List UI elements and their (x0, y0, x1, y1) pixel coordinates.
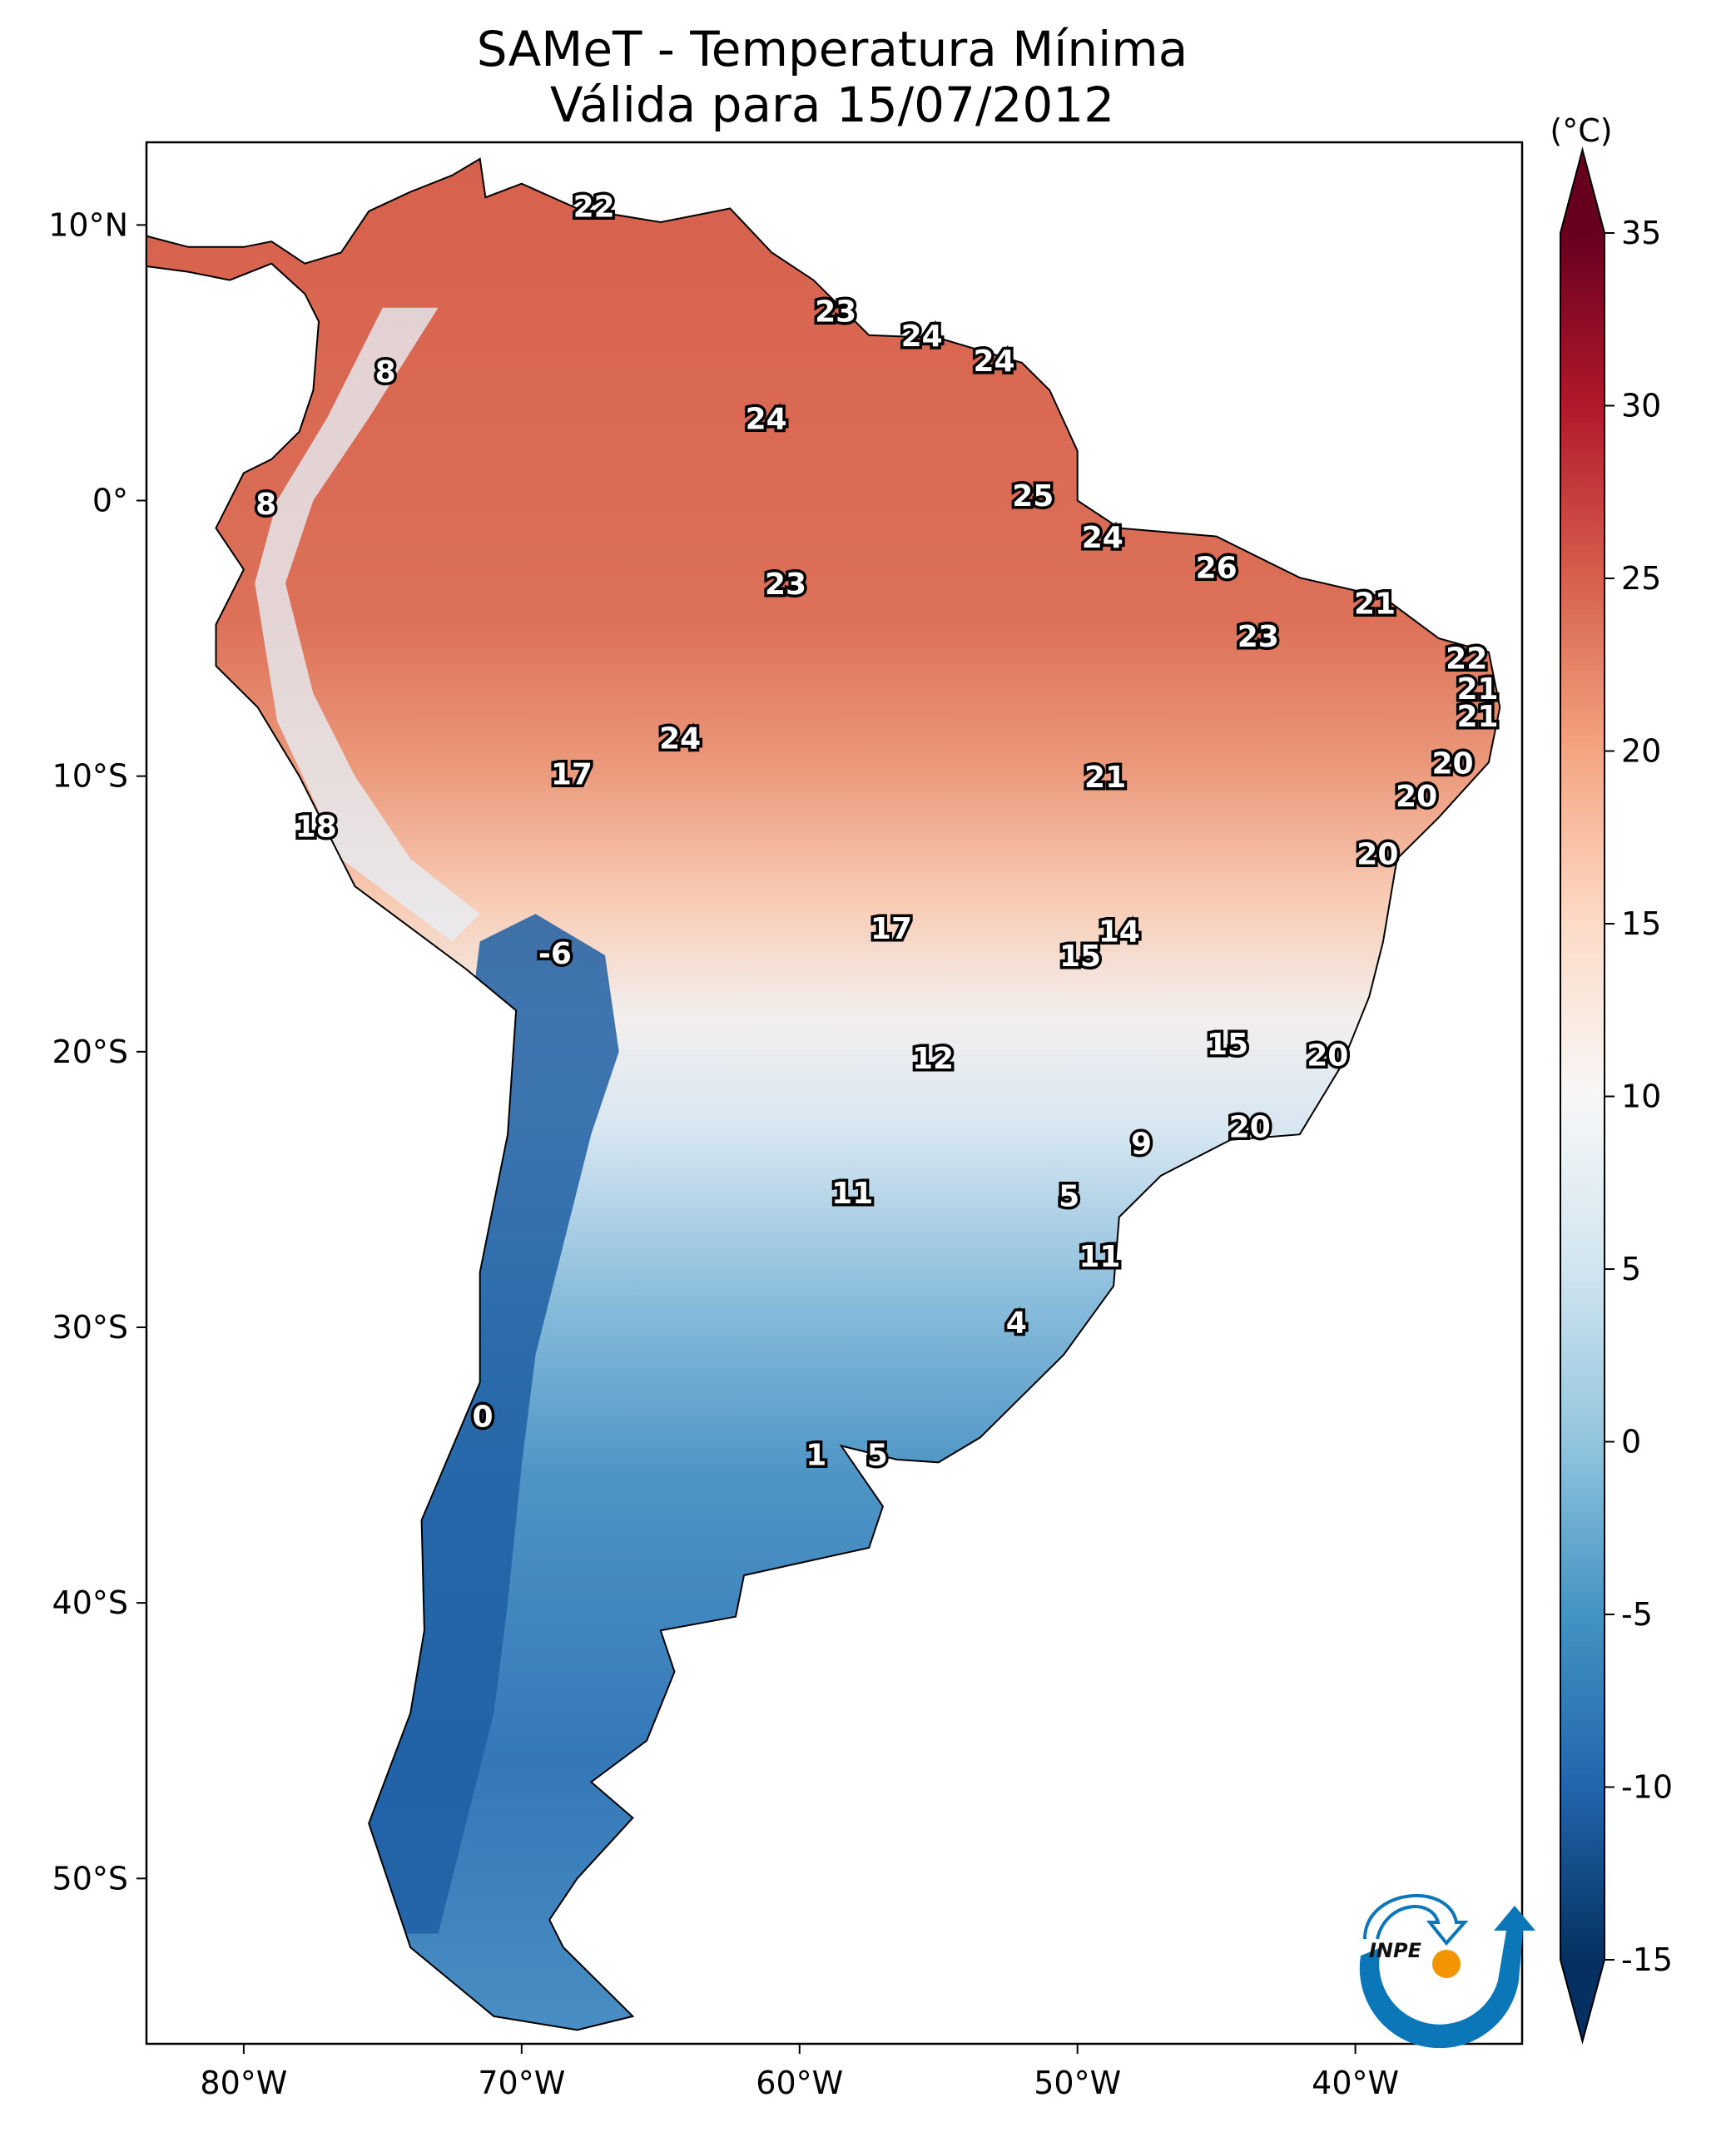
lon-tick-label: 80°W (200, 2065, 287, 2101)
temperature-label: 21 (1457, 672, 1499, 707)
colorbar-tick-label: 35 (1621, 215, 1661, 251)
temperature-label: 20 (1431, 746, 1473, 781)
temperature-label: 14 (1099, 915, 1140, 949)
temperature-label: 24 (746, 402, 787, 436)
temperature-label: 18 (295, 811, 337, 845)
inpe-logo: INPE (1359, 1894, 1535, 2049)
temperature-label: 1 (806, 1439, 826, 1473)
temperature-label: 23 (1238, 620, 1279, 654)
temperature-label: 17 (551, 758, 593, 792)
lat-tick-label: 50°S (52, 1860, 128, 1897)
temperature-label: 24 (1082, 521, 1123, 555)
colorbar-max-arrow-icon (1560, 150, 1605, 233)
temperature-label: 21 (1354, 587, 1396, 621)
temperature-label: 5 (1059, 1179, 1079, 1213)
temperature-label: 20 (1229, 1111, 1271, 1145)
colorbar-tick-label: 5 (1621, 1251, 1641, 1287)
temperature-label: 11 (831, 1177, 873, 1211)
temperature-label: -6 (538, 937, 572, 971)
temperature-label: 25 (1012, 479, 1054, 513)
temperature-label: 24 (973, 345, 1014, 379)
colorbar-tick-label: -15 (1621, 1941, 1673, 1978)
andes-cold-region (355, 914, 619, 1934)
colorbar-min-arrow-icon (1560, 1960, 1605, 2041)
lon-tick-label: 60°W (756, 2065, 843, 2101)
colorbar-tick-label: 20 (1621, 733, 1661, 770)
temperature-label: 11 (1079, 1240, 1120, 1274)
colorbar-tick-label: -5 (1621, 1596, 1653, 1633)
colorbar-tick-label: 25 (1621, 560, 1661, 597)
map-title: SAMeT - Temperatura Mínima (476, 21, 1188, 77)
lat-tick-label: 20°S (52, 1034, 128, 1070)
lat-tick-label: 40°S (52, 1584, 128, 1621)
temperature-label: 21 (1084, 761, 1126, 795)
northern-andes-cool-region (255, 307, 480, 942)
lat-tick-label: 0° (92, 483, 128, 519)
temperature-label: 26 (1196, 551, 1238, 585)
lat-tick-label: 10°N (48, 206, 128, 243)
lat-tick-label: 10°S (52, 758, 128, 795)
temperature-label: 8 (375, 355, 396, 389)
temperature-label: 9 (1131, 1127, 1152, 1161)
colorbar-tick-label: 15 (1621, 905, 1661, 942)
lat-tick-label: 30°S (52, 1309, 128, 1346)
colorbar (1560, 233, 1605, 1960)
coastline (146, 157, 1501, 2031)
temperature-label: 24 (659, 722, 701, 756)
lon-tick-label: 70°W (478, 2065, 565, 2101)
temperature-label: 23 (765, 568, 806, 602)
temperature-label: 0 (473, 1400, 494, 1434)
temperature-label: 4 (1006, 1307, 1027, 1341)
temperature-label: 20 (1396, 780, 1437, 814)
lon-tick-label: 40°W (1312, 2065, 1399, 2101)
logo-swoosh-icon (1359, 1906, 1535, 2049)
temperature-label: 24 (901, 320, 943, 354)
temperature-label: 15 (1059, 940, 1101, 974)
temperature-label: 21 (1457, 700, 1499, 734)
colorbar-tick-label: 10 (1621, 1078, 1661, 1115)
temperature-label: 22 (1446, 642, 1487, 677)
temperature-label: 20 (1357, 838, 1398, 872)
temperature-label: 22 (573, 190, 615, 224)
lon-tick-label: 50°W (1034, 2065, 1121, 2101)
colorbar-unit-label: (°C) (1550, 112, 1612, 149)
temperature-label: 12 (912, 1042, 954, 1076)
map-subtitle: Válida para 15/07/2012 (549, 77, 1115, 133)
temperature-label: 5 (867, 1439, 888, 1473)
logo-text: INPE (1369, 1939, 1422, 1962)
temperature-label: 17 (870, 912, 912, 946)
temperature-label: 23 (815, 295, 856, 329)
colorbar-tick-label: -10 (1621, 1769, 1673, 1806)
temperature-label: 20 (1307, 1039, 1348, 1073)
colorbar-tick-label: 30 (1621, 388, 1661, 424)
colorbar-tick-label: 0 (1621, 1424, 1641, 1460)
temperature-label: 8 (255, 488, 276, 522)
temperature-label: 15 (1207, 1028, 1248, 1062)
